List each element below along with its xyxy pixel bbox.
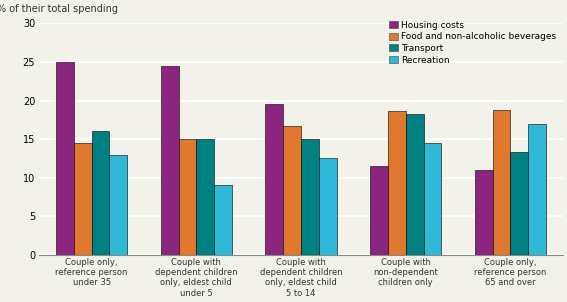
Bar xyxy=(196,139,214,255)
Bar xyxy=(109,155,127,255)
Bar xyxy=(301,139,319,255)
Bar xyxy=(475,170,493,255)
Bar xyxy=(56,62,74,255)
Bar xyxy=(214,185,232,255)
Bar xyxy=(424,143,441,255)
Legend: Housing costs, Food and non-alcoholic beverages, Transport, Recreation: Housing costs, Food and non-alcoholic be… xyxy=(387,19,558,66)
Bar xyxy=(406,114,424,255)
Bar xyxy=(370,166,388,255)
Bar xyxy=(265,104,284,255)
Bar xyxy=(319,159,337,255)
Bar xyxy=(388,111,406,255)
Bar xyxy=(74,143,92,255)
Bar xyxy=(284,126,301,255)
Bar xyxy=(493,110,510,255)
Bar xyxy=(510,152,528,255)
Bar xyxy=(161,66,179,255)
Text: % of their total spending: % of their total spending xyxy=(0,4,119,14)
Bar xyxy=(528,124,546,255)
Bar xyxy=(179,139,196,255)
Bar xyxy=(92,131,109,255)
